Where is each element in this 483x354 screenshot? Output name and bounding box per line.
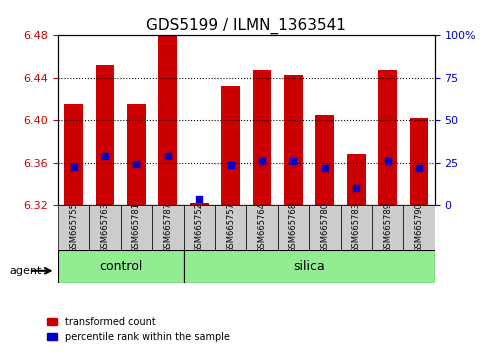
Bar <box>158 36 177 205</box>
Bar <box>403 205 435 250</box>
Text: GSM665789: GSM665789 <box>383 202 392 253</box>
Text: agent: agent <box>10 266 42 276</box>
Bar <box>58 250 184 283</box>
Text: GSM665768: GSM665768 <box>289 202 298 253</box>
Text: GSM665755: GSM665755 <box>69 202 78 253</box>
Bar <box>278 205 309 250</box>
Text: GSM665790: GSM665790 <box>414 202 424 253</box>
Bar <box>89 205 121 250</box>
Bar <box>246 205 278 250</box>
Bar <box>58 205 89 250</box>
Text: GSM665787: GSM665787 <box>163 202 172 253</box>
Legend: transformed count, percentile rank within the sample: transformed count, percentile rank withi… <box>43 313 234 346</box>
Text: GSM665764: GSM665764 <box>257 202 267 253</box>
Bar <box>410 118 428 205</box>
Bar <box>64 104 83 205</box>
Bar <box>152 205 184 250</box>
Bar <box>215 205 246 250</box>
Bar <box>309 205 341 250</box>
Bar <box>184 250 435 283</box>
Bar <box>347 154 366 205</box>
Text: GSM665780: GSM665780 <box>320 202 329 253</box>
Text: GSM665752: GSM665752 <box>195 202 204 253</box>
Bar <box>121 205 152 250</box>
Bar <box>253 70 271 205</box>
Bar <box>341 205 372 250</box>
Text: GSM665757: GSM665757 <box>226 202 235 253</box>
Bar <box>221 86 240 205</box>
Bar <box>127 104 146 205</box>
Bar <box>284 75 303 205</box>
Bar <box>184 205 215 250</box>
Title: GDS5199 / ILMN_1363541: GDS5199 / ILMN_1363541 <box>146 18 346 34</box>
Text: GSM665783: GSM665783 <box>352 202 361 253</box>
Text: control: control <box>99 260 142 273</box>
Bar <box>315 115 334 205</box>
Bar <box>190 203 209 205</box>
Text: GSM665781: GSM665781 <box>132 202 141 253</box>
Bar <box>378 70 397 205</box>
Bar <box>372 205 403 250</box>
Text: GSM665763: GSM665763 <box>100 202 110 253</box>
Bar <box>96 65 114 205</box>
Text: silica: silica <box>293 260 325 273</box>
